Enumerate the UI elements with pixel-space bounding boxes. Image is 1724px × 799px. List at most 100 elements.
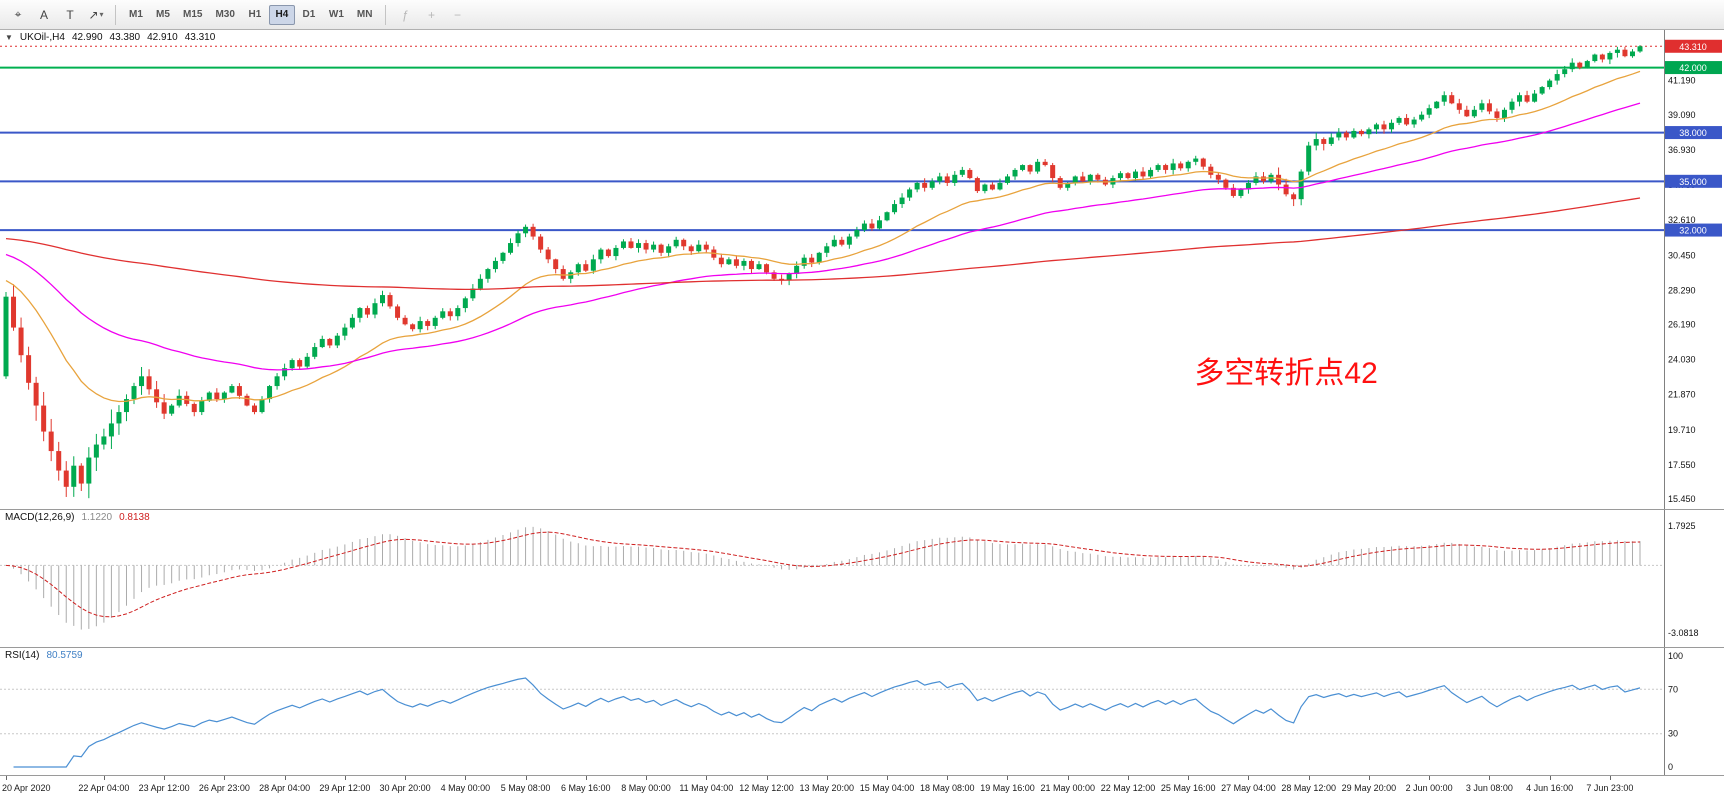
candle-body [1411,119,1417,125]
candle-body [3,296,9,377]
annotation-text: 多空转折点42 [1194,357,1377,390]
price-tick-label: 15.450 [1668,494,1696,504]
current-price-badge-bg [1665,39,1722,53]
candle-body [967,169,973,179]
time-label: 5 May 08:00 [500,783,551,793]
time-label: 22 Apr 04:00 [78,783,130,793]
ohlc-high: 43.380 [109,32,141,43]
time-label: 7 Jun 23:00 [1586,783,1634,793]
text-tool-icon: A [39,7,48,22]
candle-body [673,239,679,247]
timeframe-M1[interactable]: M1 [129,9,143,20]
candle-body [1524,95,1530,102]
candle-body [1050,165,1056,179]
candle-body [846,236,852,245]
candle-body [1155,165,1161,170]
timeframe-W1[interactable]: W1 [328,9,344,20]
candle-body [854,230,860,237]
candle-body [590,259,596,271]
candle-body [236,386,242,396]
candle-body [116,412,122,424]
price-badge-32.000-bg [1665,223,1722,237]
time-tick [284,776,286,780]
time-label: 30 Apr 20:00 [379,783,431,793]
macd-label: MACD(12,26,9) [5,512,75,523]
candle-body [139,376,145,387]
label-tool-button[interactable]: T [58,4,82,26]
candle-body [568,272,574,279]
timeframe-MN[interactable]: MN [356,9,373,20]
candle-body [500,252,506,261]
candle-body [1554,74,1560,81]
macd-tick-label: 1.7925 [1668,521,1696,531]
time-label: 21 May 00:00 [1040,783,1095,793]
candle-body [342,327,348,336]
timeframe-M30[interactable]: M30 [215,9,235,20]
collapse-icon[interactable]: ▼ [5,33,13,42]
candle-body [1622,49,1628,57]
cursor-tool-button[interactable]: ⌖ [6,4,30,26]
candle-body [1253,176,1259,183]
candle-body [470,288,476,299]
label-tool-icon: T [66,7,74,22]
time-tick [1368,776,1370,780]
candle-body [199,400,205,413]
candle-body [1125,173,1131,179]
chart-info-line: ▼ UKOil-,H4 42.990 43.380 42.910 43.310 [5,32,215,43]
timeframe-D1[interactable]: D1 [302,9,316,20]
candle-body [1238,189,1244,196]
candle-body [267,386,273,400]
candle-body [1614,49,1620,53]
candle-body [297,360,303,367]
candle-body [1449,95,1455,104]
rsi-canvas[interactable]: 100 70 30 0 [0,648,1724,775]
candle-body [26,355,32,383]
candle-body [1095,174,1101,180]
timeframe-buttons: M1 M5 M15 M30 H1 H4 D1 W1 MN [123,4,378,25]
rsi-tick-label: 70 [1668,684,1678,694]
price-tick-label: 41.190 [1668,76,1696,86]
candle-body [1562,69,1568,75]
candle-body [1441,95,1447,102]
candle-body [1629,51,1635,57]
candle-body [530,226,536,237]
candle-body [63,470,69,487]
candle-body [1434,101,1440,109]
price-tick-label: 28.290 [1668,285,1696,295]
macd-canvas[interactable]: 1.7925 -3.0818 [0,510,1724,647]
candle-body [1080,176,1086,182]
timeframe-M15[interactable]: M15 [183,9,203,20]
timeframe-H4[interactable]: H4 [268,4,295,25]
drawing-tools-group: ⌖ A T ↗ ▾ [6,4,108,26]
candle-body [786,273,792,281]
candle-body [364,308,370,315]
candle-body [462,298,468,309]
candle-body [1577,62,1583,68]
main-chart-canvas[interactable]: 多空转折点4241.19039.09036.93034.78032.61030.… [0,30,1724,509]
ohlc-close: 43.310 [184,32,216,43]
time-label: 20 Apr 2020 [2,783,51,793]
candle-body [1486,103,1492,112]
candle-body [1170,163,1176,170]
candle-body [274,376,280,387]
candle-body [146,376,152,390]
time-label: 3 Jun 08:00 [1465,783,1513,793]
candle-body [1185,161,1191,169]
arrow-tool-button[interactable]: ↗ ▾ [84,4,108,26]
text-tool-button[interactable]: A [32,4,56,26]
candle-body [756,264,762,270]
time-tick [826,776,828,780]
time-axis[interactable]: 20 Apr 2020 22 Apr 04:00 23 Apr 12:00 26 Ap… [0,775,1724,799]
candle-body [1020,165,1026,170]
rsi-tick-label: 0 [1668,762,1673,772]
time-tick [585,776,587,780]
candle-body [319,338,325,348]
timeframe-M5[interactable]: M5 [156,9,170,20]
candle-body [628,241,634,248]
price-tick-label: 21.870 [1668,390,1696,400]
rsi-tick-label: 100 [1668,651,1683,661]
timeframe-H1[interactable]: H1 [248,9,262,20]
candle-body [613,247,619,257]
time-tick [1248,776,1250,780]
candle-body [86,457,92,484]
